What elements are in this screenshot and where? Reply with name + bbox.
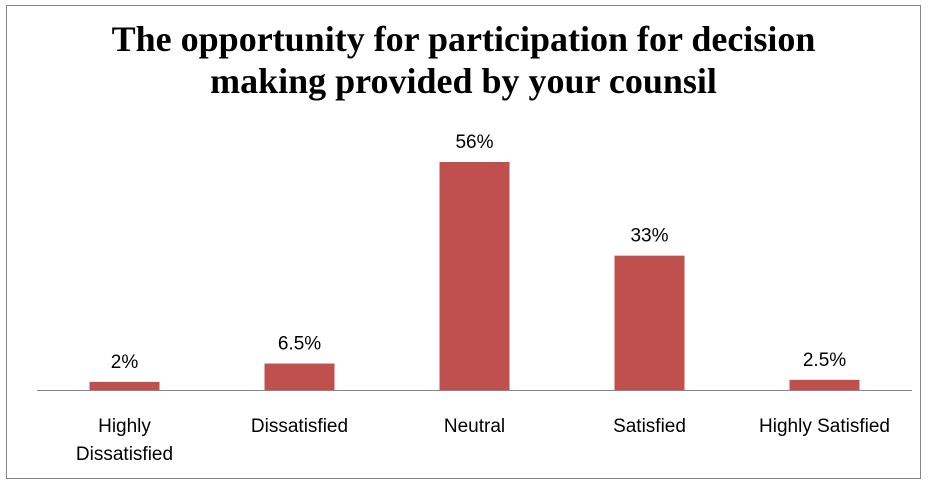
chart-title: The opportunity for participation for de… — [7, 18, 920, 102]
bar-2 — [439, 162, 510, 390]
chart-title-line-1: The opportunity for participation for de… — [111, 19, 816, 59]
x-tick-label-4-0: Highly Satisfied — [759, 416, 890, 437]
chart-frame: The opportunity for participation for de… — [6, 5, 921, 479]
data-label-1: 6.5% — [278, 334, 321, 355]
bar-4 — [789, 379, 860, 390]
chart-title-line-2: making provided by your counsil — [210, 61, 717, 101]
x-tick-label-3-0: Satisfied — [613, 416, 686, 437]
x-tick-label-0-1: Dissatisfied — [76, 444, 173, 465]
bar-0 — [89, 381, 160, 390]
x-tick-label-2-0: Neutral — [444, 416, 505, 437]
bar-3 — [614, 255, 685, 390]
bar-1 — [264, 363, 335, 390]
x-tick-label-1-0: Dissatisfied — [251, 416, 348, 437]
data-label-2: 56% — [455, 132, 493, 153]
data-label-0: 2% — [111, 352, 139, 373]
data-label-3: 33% — [630, 226, 668, 247]
x-tick-label-0-0: Highly — [98, 416, 151, 437]
data-label-4: 2.5% — [803, 350, 846, 371]
